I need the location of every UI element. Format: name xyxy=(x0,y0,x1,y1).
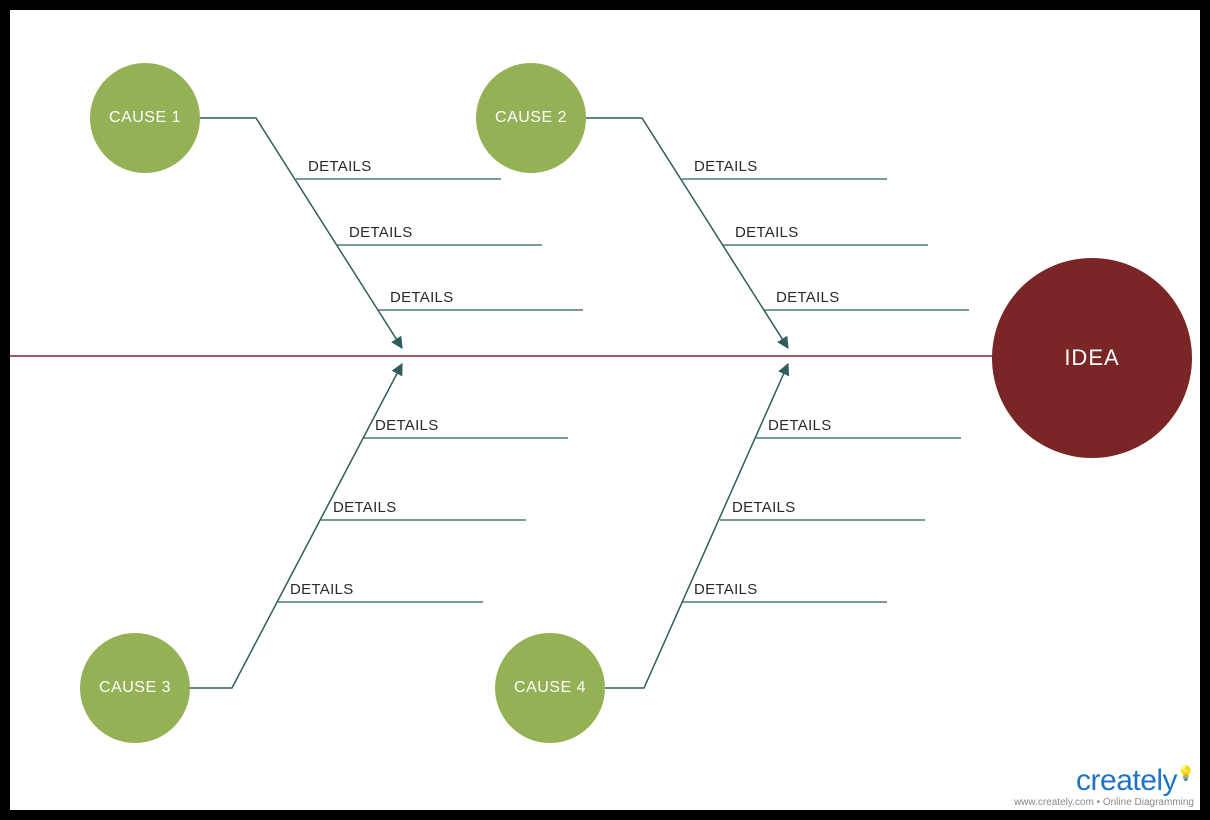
bulb-icon: 💡 xyxy=(1177,765,1194,781)
cause-3-bone xyxy=(190,364,402,688)
cause-4-label: CAUSE 4 xyxy=(514,679,586,697)
cause-2-detail-label-0: DETAILS xyxy=(694,158,758,177)
cause-2-detail-label-2: DETAILS xyxy=(776,289,840,308)
cause-3-detail-label-0: DETAILS xyxy=(290,581,354,600)
brand-logo: creately💡 xyxy=(1014,764,1194,797)
cause-3-detail-label-2: DETAILS xyxy=(375,417,439,436)
cause-3-label: CAUSE 3 xyxy=(99,679,171,697)
diagram-frame: IDEA DETAILS DETAILS DETAILS CAUSE 1 DETAILS D… xyxy=(0,0,1210,820)
footer: creately💡 www.creately.com • Online Diag… xyxy=(1014,764,1194,808)
cause-1-detail-label-1: DETAILS xyxy=(349,224,413,243)
cause-3-detail-label-1: DETAILS xyxy=(333,499,397,518)
cause-4-bone xyxy=(605,364,788,688)
cause-2-detail-label-1: DETAILS xyxy=(735,224,799,243)
footer-tagline: www.creately.com • Online Diagramming xyxy=(1014,797,1194,808)
cause-1-label: CAUSE 1 xyxy=(109,109,181,127)
cause-1-detail-label-0: DETAILS xyxy=(308,158,372,177)
cause-4-detail-label-0: DETAILS xyxy=(694,581,758,600)
cause-1-detail-label-2: DETAILS xyxy=(390,289,454,308)
cause-4-detail-label-2: DETAILS xyxy=(768,417,832,436)
cause-2-label: CAUSE 2 xyxy=(495,109,567,127)
fishbone-svg xyxy=(10,10,1200,810)
brand-text: creately xyxy=(1076,764,1177,797)
cause-4-detail-label-1: DETAILS xyxy=(732,499,796,518)
idea-label: IDEA xyxy=(1064,345,1119,371)
